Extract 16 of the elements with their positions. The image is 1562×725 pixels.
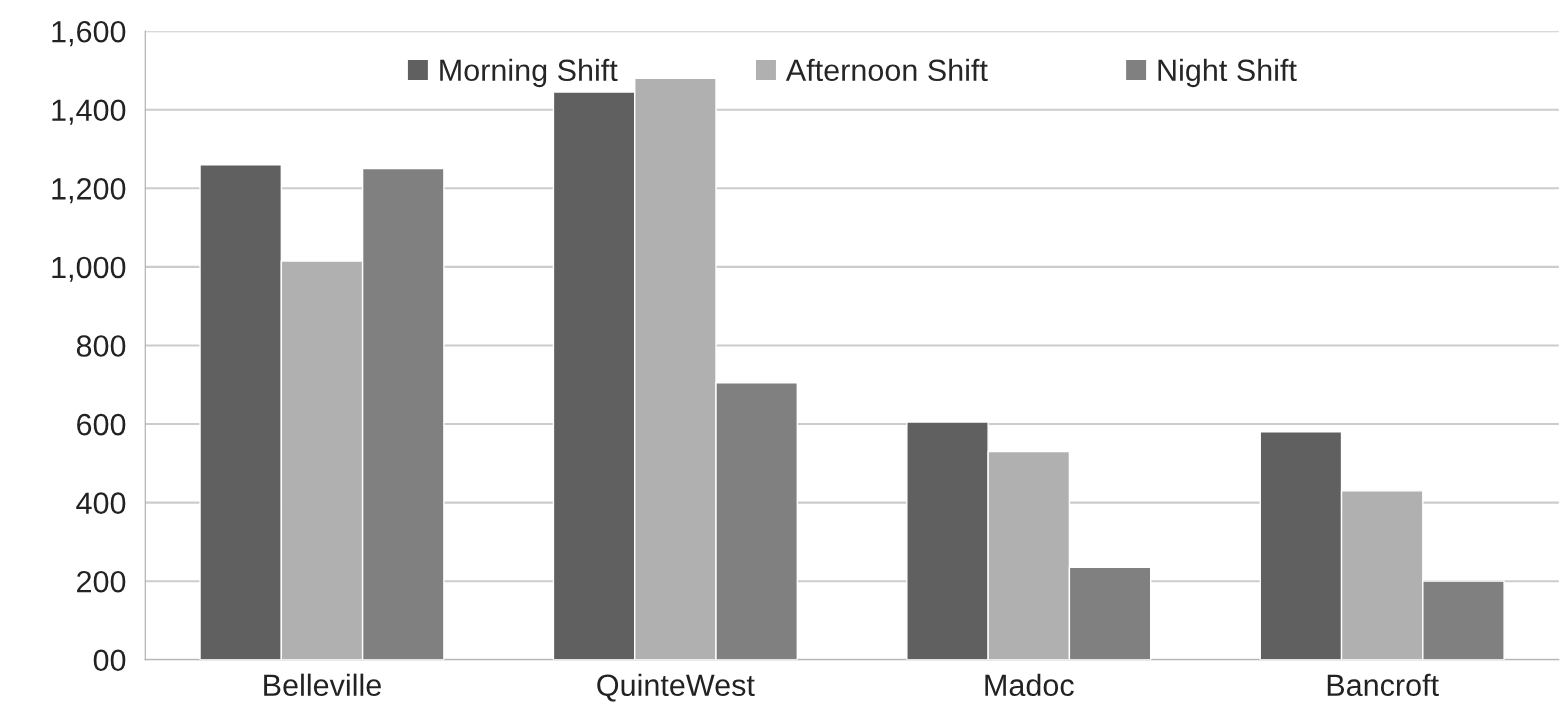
y-tick-label: 1,400 — [52, 99, 126, 125]
legend-label: Morning Shift — [440, 58, 618, 88]
y-tick-label: 1,200 — [52, 178, 126, 204]
y-tick-label: 800 — [76, 335, 126, 357]
y-tick-label: 400 — [76, 492, 126, 514]
x-tick-label: QuinteWest — [597, 673, 755, 702]
legend-label: Night Shift — [1158, 58, 1297, 88]
y-tick-label: 1,000 — [52, 256, 126, 282]
legend-label: Afternoon Shift — [785, 58, 988, 82]
y-tick-label: 00 — [93, 649, 126, 672]
y-tick-label: 1,600 — [52, 20, 126, 47]
y-tick-label: 600 — [77, 413, 126, 436]
y-tick-label: 200 — [77, 570, 126, 593]
x-tick-label: Bancroft — [1327, 673, 1439, 697]
x-tick-label: Belleville — [264, 673, 381, 697]
x-tick-label: Madoc — [985, 673, 1074, 697]
